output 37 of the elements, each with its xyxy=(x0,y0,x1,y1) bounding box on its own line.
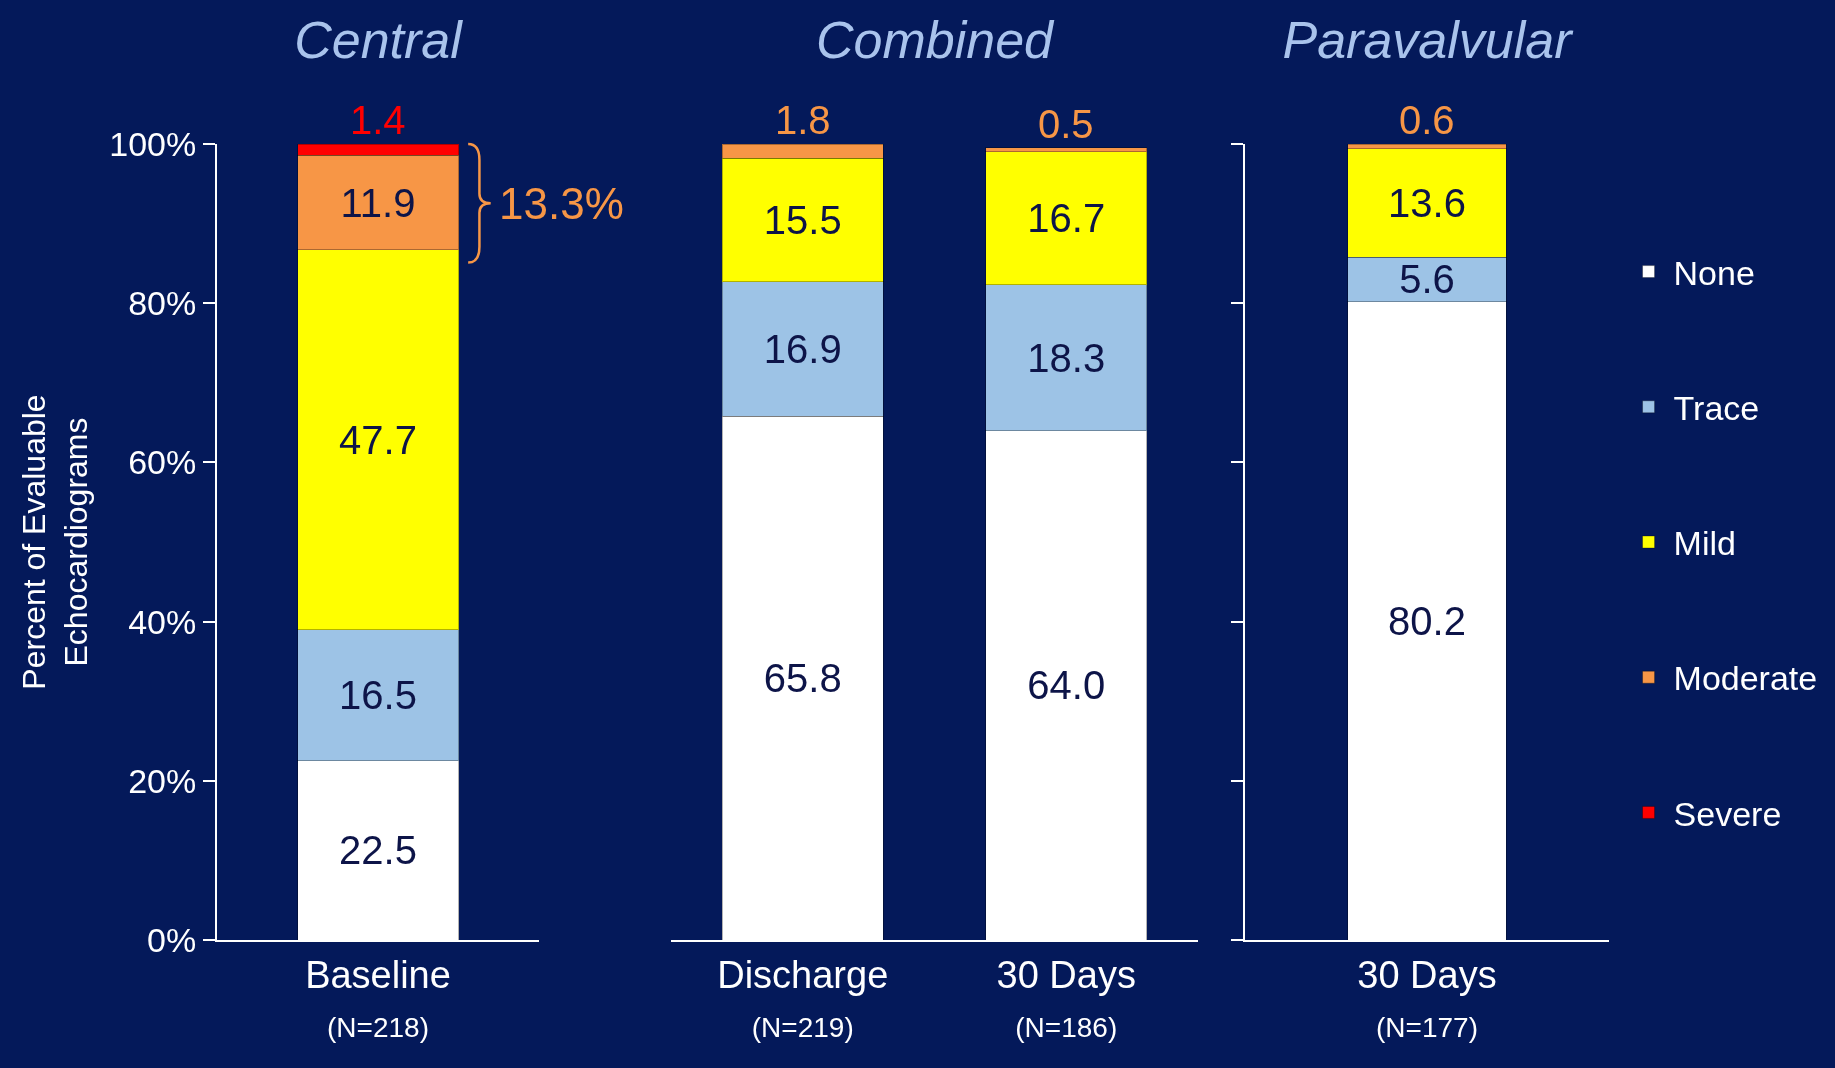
data-label: 5.6 xyxy=(1399,257,1455,302)
data-label: 16.7 xyxy=(1027,196,1106,241)
y-tick-label: 80% xyxy=(128,284,197,323)
data-label: 16.9 xyxy=(763,326,842,371)
legend-label: Severe xyxy=(1673,794,1782,833)
data-label: 16.5 xyxy=(339,673,417,718)
data-label: 64.0 xyxy=(1027,663,1106,708)
data-label: 22.5 xyxy=(339,828,417,873)
x-tick-label: Discharge (N=219) xyxy=(717,953,889,1043)
x-tick-label: Baseline (N=218) xyxy=(305,953,451,1043)
legend-label: Moderate xyxy=(1673,659,1818,698)
data-label: 0.5 xyxy=(1038,102,1094,146)
y-tick-label: 60% xyxy=(128,443,197,482)
chart-title: Central xyxy=(294,11,464,70)
data-label: 1.4 xyxy=(350,98,406,142)
data-label: 65.8 xyxy=(763,656,842,701)
data-label: 11.9 xyxy=(340,180,416,225)
y-tick-label: 20% xyxy=(128,761,197,800)
y-tick-label: 40% xyxy=(128,602,197,641)
chart-title: Combined xyxy=(815,11,1056,70)
data-label: 0.6 xyxy=(1399,98,1455,142)
x-tick-label: 30 Days (N=186) xyxy=(996,953,1136,1043)
text: 13.3% xyxy=(499,179,624,228)
chart-title: Paravalvular xyxy=(1282,11,1575,70)
data-label: 13.6 xyxy=(1388,180,1466,225)
legend-label: Mild xyxy=(1673,524,1736,563)
y-tick-label: 0% xyxy=(147,920,197,959)
legend-label: Trace xyxy=(1673,389,1760,428)
legend-label: None xyxy=(1673,253,1755,292)
data-label: 18.3 xyxy=(1027,335,1106,380)
y-axis-title: Percent of Evaluable Echocardiograms xyxy=(16,394,95,690)
data-label: 1.8 xyxy=(775,98,831,142)
x-tick-label: 30 Days (N=177) xyxy=(1357,953,1497,1043)
data-label: 80.2 xyxy=(1388,598,1466,643)
data-label: 47.7 xyxy=(339,417,417,462)
y-tick-label: 100% xyxy=(109,124,197,163)
data-label: 15.5 xyxy=(763,198,842,243)
